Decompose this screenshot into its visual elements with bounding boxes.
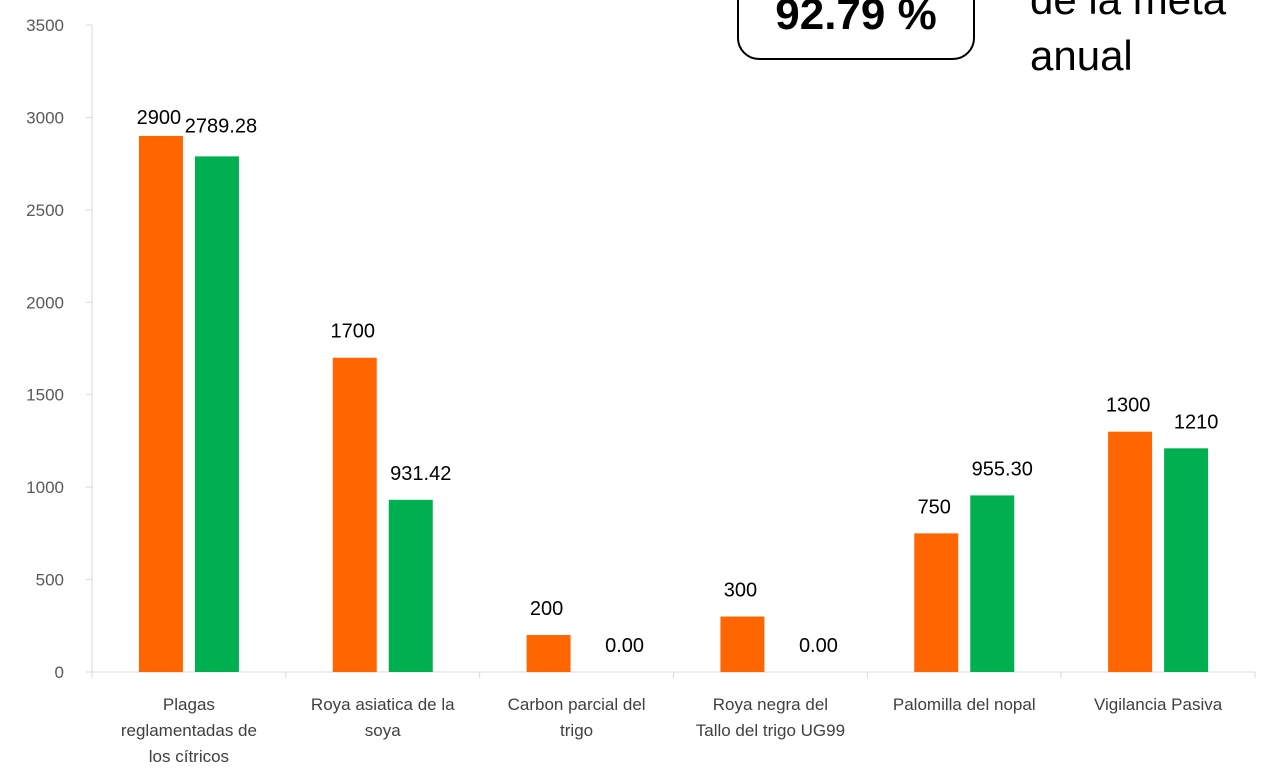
data-label: 955.30 xyxy=(972,458,1033,480)
y-tick-label: 0 xyxy=(55,663,64,682)
bar xyxy=(526,635,571,672)
bar xyxy=(1108,431,1153,672)
y-tick-label: 2500 xyxy=(26,201,64,220)
bar xyxy=(138,135,183,672)
callout-caption: de la meta anual xyxy=(1030,0,1262,84)
x-tick-label: soya xyxy=(365,721,401,740)
y-tick-label: 500 xyxy=(36,571,64,590)
bar xyxy=(720,616,765,672)
bar xyxy=(194,156,239,673)
data-label: 1210 xyxy=(1174,411,1219,433)
x-tick-label: Tallo del trigo UG99 xyxy=(696,721,845,740)
x-tick-label: Vigilancia Pasiva xyxy=(1094,695,1223,714)
bar xyxy=(1164,448,1209,672)
percent-callout-box: 92.79 % xyxy=(737,0,975,60)
y-tick-label: 3500 xyxy=(26,16,64,35)
x-tick-label: trigo xyxy=(560,721,593,740)
x-tick-label: Roya asiatica de la xyxy=(311,695,455,714)
y-tick-label: 1500 xyxy=(26,386,64,405)
data-label: 750 xyxy=(918,496,951,518)
data-label: 931.42 xyxy=(390,463,451,485)
data-label: 300 xyxy=(724,580,757,602)
y-tick-label: 1000 xyxy=(26,478,64,497)
bar xyxy=(388,499,433,672)
x-tick-label: Plagas xyxy=(163,695,215,714)
percent-value: 92.79 % xyxy=(775,0,937,39)
bar xyxy=(332,357,377,672)
y-tick-label: 2000 xyxy=(26,293,64,312)
callout-caption-line-2: anual xyxy=(1030,32,1133,79)
data-label: 0.00 xyxy=(799,635,838,657)
x-tick-label: Palomilla del nopal xyxy=(893,695,1036,714)
callout-caption-line-1: de la meta xyxy=(1030,0,1262,28)
data-label: 1700 xyxy=(331,321,376,343)
data-label: 200 xyxy=(530,598,563,620)
x-tick-label: los cítricos xyxy=(149,747,229,766)
x-tick-label: Carbon parcial del xyxy=(508,695,646,714)
data-label: 0.00 xyxy=(605,635,644,657)
data-label: 2789.28 xyxy=(185,115,257,137)
x-tick-label: reglamentadas de xyxy=(121,721,257,740)
data-label: 2900 xyxy=(137,107,182,129)
bar xyxy=(970,495,1015,672)
x-tick-label: Roya negra del xyxy=(713,695,828,714)
data-label: 1300 xyxy=(1106,395,1151,417)
y-tick-label: 3000 xyxy=(26,108,64,127)
bar xyxy=(914,533,959,672)
